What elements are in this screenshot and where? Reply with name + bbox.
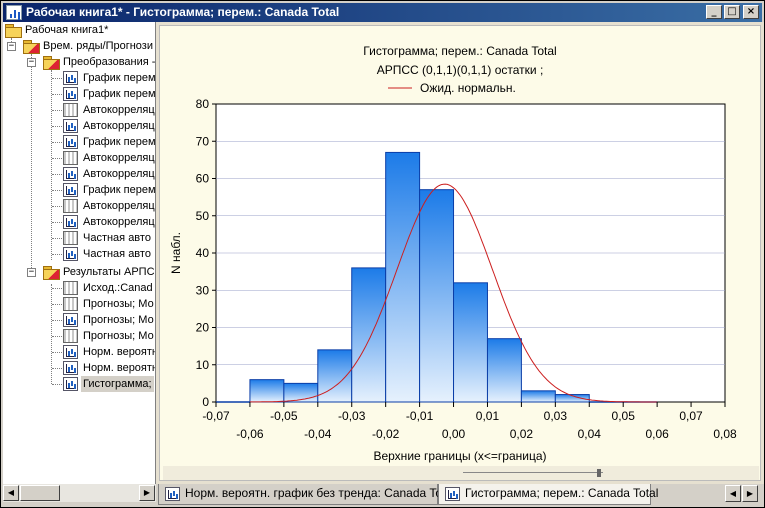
graph-icon <box>165 487 180 501</box>
x-tick-label: 0,00 <box>442 427 466 441</box>
histogram-bar <box>486 338 522 403</box>
zoom-slider-handle[interactable] <box>597 469 601 477</box>
collapse-toggle[interactable]: − <box>27 57 36 67</box>
graph-icon <box>63 247 78 261</box>
x-tick-label: 0,02 <box>510 427 534 441</box>
minimize-button[interactable]: _ <box>706 5 722 19</box>
collapse-toggle[interactable]: − <box>27 267 36 277</box>
collapse-toggle[interactable]: − <box>7 41 16 51</box>
table-icon <box>63 231 78 245</box>
histogram-chart[interactable]: Гистограмма; перем.: Canada Total АРПСС (… <box>160 26 760 466</box>
y-tick-label: 10 <box>196 358 210 372</box>
x-tick-label: -0,03 <box>338 409 366 423</box>
title-bar[interactable]: Рабочая книга1* - Гистограмма; перем.: C… <box>3 3 762 22</box>
maximize-button[interactable]: □ <box>724 5 740 19</box>
folder-open-icon <box>23 40 40 54</box>
y-tick-label: 40 <box>196 246 210 260</box>
x-axis-label: Верхние границы (x<=граница) <box>373 449 546 463</box>
graph-icon <box>63 135 78 149</box>
histogram-bar <box>419 189 455 403</box>
tab-prev-button[interactable]: ◀ <box>725 485 741 502</box>
chart-canvas: Гистограмма; перем.: Canada Total АРПСС (… <box>159 25 761 481</box>
x-tick-label: -0,01 <box>406 409 434 423</box>
window-title: Рабочая книга1* - Гистограмма; перем.: C… <box>26 5 340 19</box>
histogram-bar <box>554 394 590 403</box>
x-tick-label: 0,06 <box>645 427 669 441</box>
graph-icon <box>63 87 78 101</box>
x-tick-label: 0,03 <box>544 409 568 423</box>
tab-histogram[interactable]: Гистограмма; перем.: Canada Total <box>438 484 658 505</box>
y-axis-label: N набл. <box>169 232 183 274</box>
tree-connector <box>51 70 52 260</box>
statistica-graph-icon <box>6 5 22 20</box>
scroll-thumb[interactable] <box>20 485 60 501</box>
chart-title: Гистограмма; перем.: Canada Total <box>363 44 556 58</box>
table-icon <box>63 329 78 343</box>
zoom-slider[interactable] <box>463 472 603 473</box>
x-tick-label: 0,01 <box>476 409 500 423</box>
tree-connector <box>51 284 52 384</box>
table-icon <box>63 297 78 311</box>
graph-icon <box>63 377 78 391</box>
histogram-bar <box>351 267 387 403</box>
scroll-right-button[interactable]: ▶ <box>139 485 155 501</box>
y-tick-label: 70 <box>196 134 210 148</box>
x-tick-label: -0,04 <box>304 427 332 441</box>
workbook-tree[interactable]: Рабочая книга1* − Врем. ряды/Прогнози − … <box>3 22 156 484</box>
graph-icon <box>63 183 78 197</box>
chart-subtitle: АРПСС (0,1,1)(0,1,1) остатки ; <box>377 63 544 77</box>
x-tick-label: -0,05 <box>270 409 298 423</box>
y-tick-label: 0 <box>202 395 209 409</box>
histogram-bar <box>385 151 421 403</box>
graph-icon <box>445 487 460 501</box>
x-tick-label: 0,08 <box>713 427 737 441</box>
y-tick-label: 30 <box>196 283 210 297</box>
y-tick-label: 20 <box>196 321 210 335</box>
graph-icon <box>63 71 78 85</box>
x-tick-label: 0,07 <box>679 409 703 423</box>
folder-open-icon <box>43 266 60 280</box>
graph-icon <box>63 361 78 375</box>
x-tick-label: -0,02 <box>372 427 400 441</box>
table-icon <box>63 151 78 165</box>
graph-icon <box>63 345 78 359</box>
x-tick-label: 0,05 <box>612 409 636 423</box>
scroll-left-button[interactable]: ◀ <box>3 485 19 501</box>
x-tick-label: 0,04 <box>578 427 602 441</box>
graph-icon <box>63 313 78 327</box>
legend-label: Ожид. нормальн. <box>420 81 516 95</box>
chart-window: Гистограмма; перем.: Canada Total АРПСС (… <box>156 22 764 484</box>
table-icon <box>63 199 78 213</box>
histogram-bar <box>249 379 285 403</box>
expected-normal-curve <box>249 183 658 403</box>
table-icon <box>63 103 78 117</box>
histogram-bar <box>520 390 556 403</box>
x-tick-label: -0,06 <box>236 427 264 441</box>
tab-normal-probability-detrended[interactable]: Норм. вероятн. график без тренда: Canada… <box>158 484 455 505</box>
close-button[interactable]: × <box>743 5 759 19</box>
chart-zoom-toolbar <box>163 466 759 480</box>
tree-connector <box>31 54 32 276</box>
graph-icon <box>63 215 78 229</box>
y-tick-label: 60 <box>196 172 210 186</box>
graph-icon <box>63 119 78 133</box>
folder-open-icon <box>43 56 60 70</box>
y-tick-label: 80 <box>196 97 210 111</box>
folder-open-icon <box>5 24 22 38</box>
tree-horizontal-scrollbar[interactable]: ◀ ▶ <box>3 484 156 502</box>
table-icon <box>63 281 78 295</box>
y-tick-label: 50 <box>196 209 210 223</box>
x-tick-label: -0,07 <box>202 409 230 423</box>
histogram-bar <box>453 282 488 403</box>
tab-next-button[interactable]: ▶ <box>742 485 758 502</box>
graph-icon <box>63 167 78 181</box>
bottom-bar: ◀ ▶ Норм. вероятн. график без тренда: Ca… <box>3 484 762 506</box>
